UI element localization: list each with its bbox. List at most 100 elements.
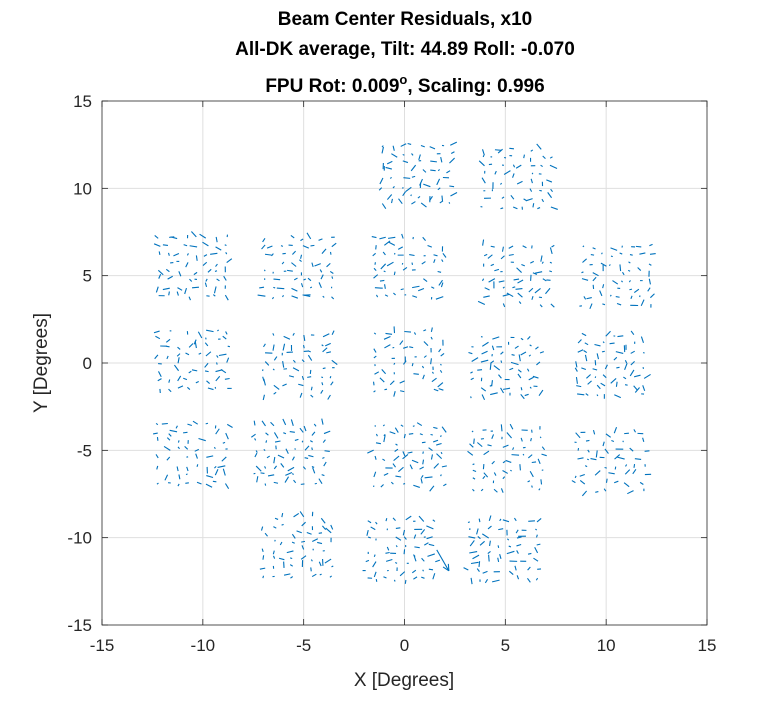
residual-vector <box>282 383 287 387</box>
residual-vector <box>630 295 633 300</box>
residual-vector <box>433 439 439 443</box>
residual-vector <box>584 465 588 468</box>
residual-vector <box>155 422 159 426</box>
residual-vector <box>402 451 406 457</box>
residual-vector <box>178 474 181 480</box>
residual-vector <box>541 453 547 457</box>
residual-vector <box>403 177 411 179</box>
residual-vector <box>527 480 531 483</box>
residual-vector <box>520 437 523 442</box>
residual-vector <box>193 271 198 276</box>
residual-vector <box>291 533 296 539</box>
residual-vector <box>499 554 502 559</box>
residual-vector <box>385 332 393 335</box>
residual-vector <box>321 418 324 425</box>
x-tick-label: -5 <box>296 636 311 655</box>
residual-vector <box>520 337 524 341</box>
residual-vector <box>500 360 503 363</box>
residual-vector <box>190 231 197 238</box>
chart-title-line-3b: , Scaling: 0.996 <box>407 76 544 97</box>
residual-vector <box>512 286 516 289</box>
residual-vector <box>647 287 651 292</box>
residual-vector <box>326 351 332 354</box>
residual-vector <box>491 434 495 439</box>
residual-vector <box>329 375 332 379</box>
residual-vector <box>306 532 312 535</box>
residual-vector <box>633 288 640 294</box>
residual-vector <box>419 178 423 186</box>
residual-vector <box>624 362 628 370</box>
residual-vector <box>395 536 402 541</box>
residual-vector <box>255 450 258 453</box>
residual-vector <box>414 546 420 549</box>
residual-vector <box>407 451 413 454</box>
residual-vector <box>523 198 527 201</box>
residual-vector <box>433 259 436 264</box>
y-tick-label: -15 <box>67 616 92 635</box>
residual-vector <box>535 534 538 538</box>
residual-vector <box>331 242 337 248</box>
residual-vector <box>470 377 474 381</box>
residual-vector <box>500 387 504 394</box>
residual-vector <box>285 448 289 454</box>
residual-vector <box>223 275 227 281</box>
residual-vector <box>312 467 316 474</box>
residual-vector <box>497 545 500 549</box>
residual-vector <box>216 355 219 358</box>
residual-vector <box>624 469 631 475</box>
residual-vector <box>429 195 433 202</box>
residual-vector <box>381 146 384 154</box>
residual-vector <box>531 461 537 464</box>
residual-vector <box>330 524 334 530</box>
residual-vector <box>423 329 427 332</box>
residual-vector <box>260 526 264 531</box>
residual-vector <box>385 518 388 522</box>
residual-vector <box>299 427 304 433</box>
residual-vector <box>605 478 608 483</box>
residual-vector <box>587 449 590 453</box>
residual-vector <box>538 488 541 491</box>
residual-vector <box>257 294 266 297</box>
residual-vector <box>400 424 404 427</box>
residual-vector <box>648 278 651 285</box>
residual-vector <box>413 373 419 375</box>
residual-vector <box>161 422 168 425</box>
residual-vector <box>409 464 413 470</box>
residual-vector <box>205 422 209 425</box>
residual-vector <box>483 472 489 478</box>
residual-vector <box>423 341 429 347</box>
residual-vector <box>436 442 442 446</box>
residual-vector <box>501 246 504 252</box>
residual-vector <box>516 180 523 185</box>
residual-vector <box>177 346 181 350</box>
residual-vector <box>577 393 585 396</box>
residual-vector <box>384 240 391 246</box>
residual-vector <box>187 423 193 427</box>
residual-vector <box>614 454 621 460</box>
y-axis-label: Y [Degrees] <box>31 313 52 413</box>
residual-vector <box>530 178 533 184</box>
residual-vector <box>273 456 276 464</box>
residual-vector <box>385 551 390 554</box>
residual-vector <box>477 536 481 540</box>
residual-vector <box>615 381 618 387</box>
residual-vector <box>539 351 544 354</box>
residual-vector <box>392 145 395 151</box>
residual-vector <box>155 454 159 459</box>
residual-vector <box>178 271 182 277</box>
residual-vector <box>433 388 439 392</box>
residual-vector <box>520 393 525 400</box>
residual-vector <box>512 173 515 178</box>
residual-vector <box>524 393 529 397</box>
residual-vector <box>176 353 181 357</box>
residual-vector <box>290 419 294 426</box>
residual-vector <box>373 554 376 558</box>
residual-vector <box>379 279 385 282</box>
residual-vector <box>373 332 377 335</box>
residual-vector <box>450 192 458 197</box>
residual-vector <box>324 342 331 347</box>
residual-vector <box>510 469 512 472</box>
residual-vector <box>402 266 408 271</box>
residual-vector <box>314 482 317 485</box>
